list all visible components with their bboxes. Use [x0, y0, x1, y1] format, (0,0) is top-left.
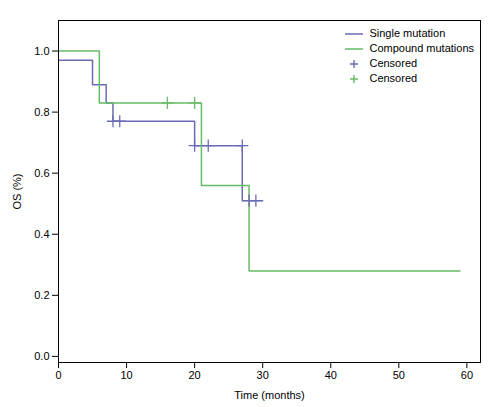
svg-text:0.8: 0.8 — [34, 106, 49, 118]
svg-text:0.6: 0.6 — [34, 167, 49, 179]
svg-text:OS (%): OS (%) — [11, 173, 23, 209]
svg-text:0: 0 — [55, 369, 61, 381]
svg-text:0.0: 0.0 — [34, 350, 49, 362]
html-text:Compound mutations: Compound mutations — [369, 42, 474, 54]
svg-text:0.2: 0.2 — [34, 289, 49, 301]
svg-text:10: 10 — [120, 369, 132, 381]
svg-text:0.4: 0.4 — [34, 228, 49, 240]
html-text:Censored: Censored — [369, 57, 418, 69]
svg-text:50: 50 — [393, 369, 405, 381]
svg-text:1.0: 1.0 — [34, 45, 49, 57]
svg-text:30: 30 — [257, 369, 269, 381]
svg-text:20: 20 — [189, 369, 201, 381]
svg-text:Time (months): Time (months) — [234, 389, 305, 401]
svg-text:60: 60 — [461, 369, 473, 381]
html-text:Single mutation: Single mutation — [369, 27, 446, 39]
html-text:Censored: Censored — [369, 72, 418, 84]
svg-text:40: 40 — [325, 369, 337, 381]
